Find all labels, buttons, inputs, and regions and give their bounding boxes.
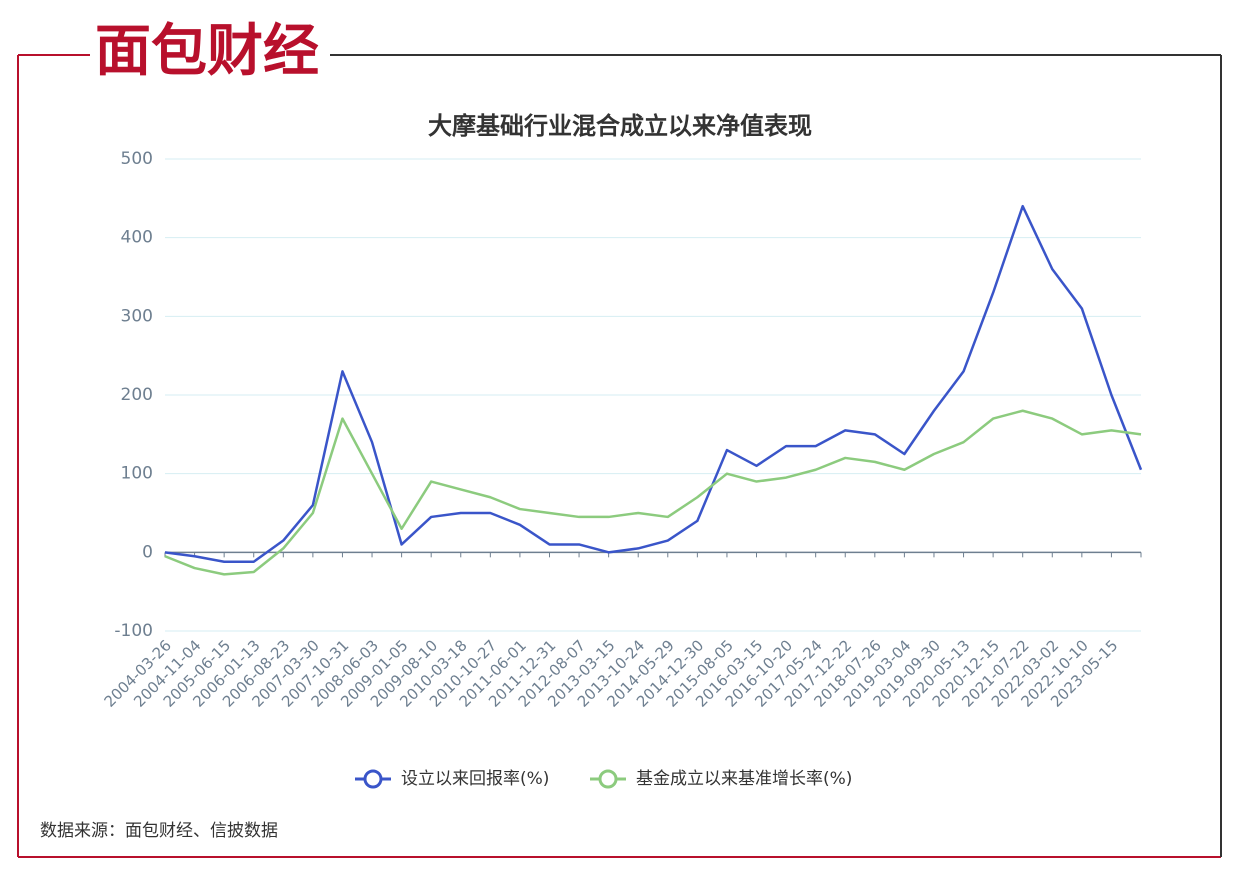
y-tick-label: -100 — [114, 621, 153, 641]
series-line — [164, 409, 1142, 576]
legend-label: 设立以来回报率(%) — [401, 769, 549, 789]
y-tick-label: 100 — [121, 464, 153, 484]
series-line — [164, 204, 1143, 564]
y-tick-label: 0 — [142, 542, 153, 562]
y-tick-label: 400 — [121, 228, 153, 248]
legend-label: 基金成立以来基准增长率(%) — [636, 769, 852, 789]
y-tick-label: 500 — [121, 149, 153, 169]
legend-symbol — [363, 769, 383, 789]
y-tick-label: 300 — [121, 306, 153, 326]
chart-title: 大摩基础行业混合成立以来净值表现 — [428, 112, 812, 140]
logo: 面包财经 — [95, 19, 319, 84]
y-tick-label: 200 — [121, 385, 153, 405]
source-note: 数据来源：面包财经、信披数据 — [40, 821, 278, 841]
legend-symbol — [598, 769, 618, 789]
